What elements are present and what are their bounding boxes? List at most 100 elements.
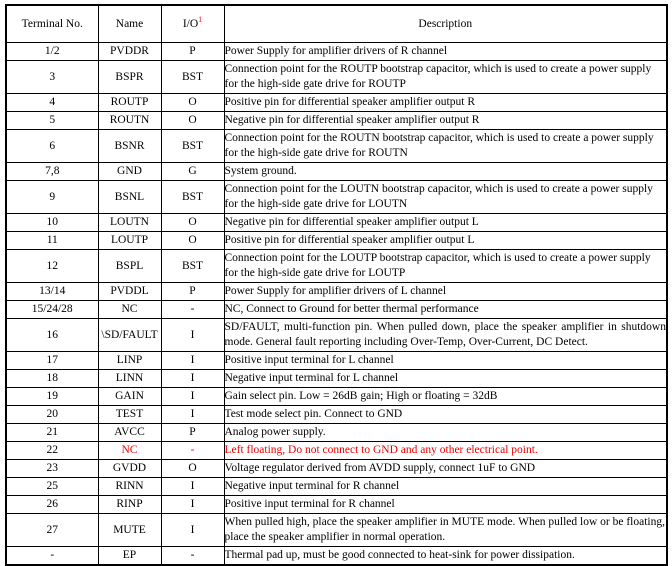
table-row: 26 RINP I Positive input terminal for R cha…: [5, 495, 668, 514]
cell-terminal-no: 25: [5, 477, 99, 496]
table-row: 9 BSNL BST Connection point for the LOUTN b…: [5, 180, 668, 214]
cell-io: BST: [160, 180, 225, 214]
cell-terminal-no: 22: [5, 441, 99, 460]
cell-terminal-no: 15/24/28: [5, 300, 99, 319]
table-row: 6 BSNR BST Connection point for the ROUTN b…: [5, 129, 668, 163]
cell-description: Voltage regulator derived from AVDD supp…: [223, 459, 668, 478]
cell-description: Left floating, Do not connect to GND and…: [223, 441, 668, 460]
cell-terminal-no: 3: [5, 60, 99, 94]
cell-name: GAIN: [97, 387, 162, 406]
cell-description: SD/FAULT, multi-function pin. When pulle…: [223, 318, 668, 352]
cell-name: EP: [97, 546, 162, 566]
cell-description: Connection point for the ROUTP bootstrap…: [223, 60, 668, 94]
table-row: 12 BSPL BST Connection point for the LOUTP …: [5, 249, 668, 283]
cell-description: Positive pin for differential speaker am…: [223, 93, 668, 112]
cell-io: I: [160, 513, 225, 547]
cell-terminal-no: 1/2: [5, 42, 99, 61]
table-row: - EP - Thermal pad up, must be good connect…: [5, 546, 668, 566]
cell-name: PVDDR: [97, 42, 162, 61]
cell-description: Negative pin for differential speaker am…: [223, 213, 668, 232]
cell-name: MUTE: [97, 513, 162, 547]
cell-io: I: [160, 477, 225, 496]
cell-io: BST: [160, 249, 225, 283]
cell-description: Thermal pad up, must be good connected t…: [223, 546, 668, 566]
cell-description: Negative input terminal for L channel: [223, 369, 668, 388]
cell-io: P: [160, 42, 225, 61]
cell-io: P: [160, 423, 225, 442]
cell-name: BSNR: [97, 129, 162, 163]
cell-name: TEST: [97, 405, 162, 424]
cell-terminal-no: 5: [5, 111, 99, 130]
pin-description-table-wrapper: Terminal No. Name I/O1 Description 1/2 PV…: [5, 4, 668, 566]
cell-io: -: [160, 300, 225, 319]
cell-terminal-no: 27: [5, 513, 99, 547]
cell-io: O: [160, 231, 225, 250]
table-row: 27 MUTE I When pulled high, place the speak…: [5, 513, 668, 547]
footnote-marker-icon: 1: [198, 14, 203, 24]
cell-name: RINN: [97, 477, 162, 496]
cell-description: Connection point for the ROUTN bootstrap…: [223, 129, 668, 163]
cell-name: BSPR: [97, 60, 162, 94]
cell-terminal-no: 13/14: [5, 282, 99, 301]
cell-name: \SD/FAULT: [97, 318, 162, 352]
cell-terminal-no: 9: [5, 180, 99, 214]
cell-description: Analog power supply.: [223, 423, 668, 442]
cell-io: O: [160, 213, 225, 232]
cell-terminal-no: 4: [5, 93, 99, 112]
cell-name: AVCC: [97, 423, 162, 442]
table-row: 5 ROUTN O Negative pin for differential spe…: [5, 111, 668, 130]
cell-description: Negative pin for differential speaker am…: [223, 111, 668, 130]
cell-description: Negative input terminal for R channel: [223, 477, 668, 496]
cell-terminal-no: 23: [5, 459, 99, 478]
cell-name: LOUTN: [97, 213, 162, 232]
cell-description: When pulled high, place the speaker ampl…: [223, 513, 668, 547]
cell-description: System ground.: [223, 162, 668, 181]
cell-io: I: [160, 351, 225, 370]
table-row: 23 GVDD O Voltage regulator derived from AV…: [5, 459, 668, 478]
cell-name: RINP: [97, 495, 162, 514]
table-row: 20 TEST I Test mode select pin. Connect to …: [5, 405, 668, 424]
cell-terminal-no: 12: [5, 249, 99, 283]
table-row: 22 NC - Left floating, Do not connect to GN…: [5, 441, 668, 460]
cell-io: BST: [160, 60, 225, 94]
cell-name: LOUTP: [97, 231, 162, 250]
cell-io: O: [160, 459, 225, 478]
cell-description: Test mode select pin. Connect to GND: [223, 405, 668, 424]
cell-terminal-no: 20: [5, 405, 99, 424]
table-body: 1/2 PVDDR P Power Supply for amplifier driv…: [5, 42, 668, 566]
cell-name: BSNL: [97, 180, 162, 214]
column-header-description: Description: [223, 4, 668, 43]
cell-io: P: [160, 282, 225, 301]
cell-description: Positive input terminal for R channel: [223, 495, 668, 514]
table-row: 4 ROUTP O Positive pin for differential spe…: [5, 93, 668, 112]
cell-terminal-no: 17: [5, 351, 99, 370]
cell-terminal-no: 21: [5, 423, 99, 442]
cell-terminal-no: -: [5, 546, 99, 566]
cell-io: I: [160, 405, 225, 424]
page-root: Terminal No. Name I/O1 Description 1/2 PV…: [5, 4, 668, 566]
cell-terminal-no: 18: [5, 369, 99, 388]
column-header-name: Name: [97, 4, 162, 43]
cell-name: PVDDL: [97, 282, 162, 301]
cell-name: ROUTP: [97, 93, 162, 112]
cell-io: I: [160, 387, 225, 406]
cell-terminal-no: 7,8: [5, 162, 99, 181]
column-header-io-label: I/O: [182, 17, 199, 30]
table-row: 15/24/28 NC - NC, Connect to Ground for bet…: [5, 300, 668, 319]
table-row: 1/2 PVDDR P Power Supply for amplifier driv…: [5, 42, 668, 61]
table-row: 25 RINN I Negative input terminal for R cha…: [5, 477, 668, 496]
cell-description: Positive input terminal for L channel: [223, 351, 668, 370]
cell-terminal-no: 6: [5, 129, 99, 163]
cell-name: NC: [97, 300, 162, 319]
cell-description: Positive pin for differential speaker am…: [223, 231, 668, 250]
pin-description-table: Terminal No. Name I/O1 Description 1/2 PV…: [5, 4, 668, 566]
cell-terminal-no: 16: [5, 318, 99, 352]
table-row: 11 LOUTP O Positive pin for differential sp…: [5, 231, 668, 250]
table-row: 19 GAIN I Gain select pin. Low = 26dB gain;…: [5, 387, 668, 406]
table-header: Terminal No. Name I/O1 Description: [5, 4, 668, 43]
cell-name: GND: [97, 162, 162, 181]
column-header-terminal-no: Terminal No.: [5, 4, 99, 43]
cell-name: GVDD: [97, 459, 162, 478]
cell-terminal-no: 26: [5, 495, 99, 514]
table-row: 16 \SD/FAULT I SD/FAULT, multi-function pin…: [5, 318, 668, 352]
